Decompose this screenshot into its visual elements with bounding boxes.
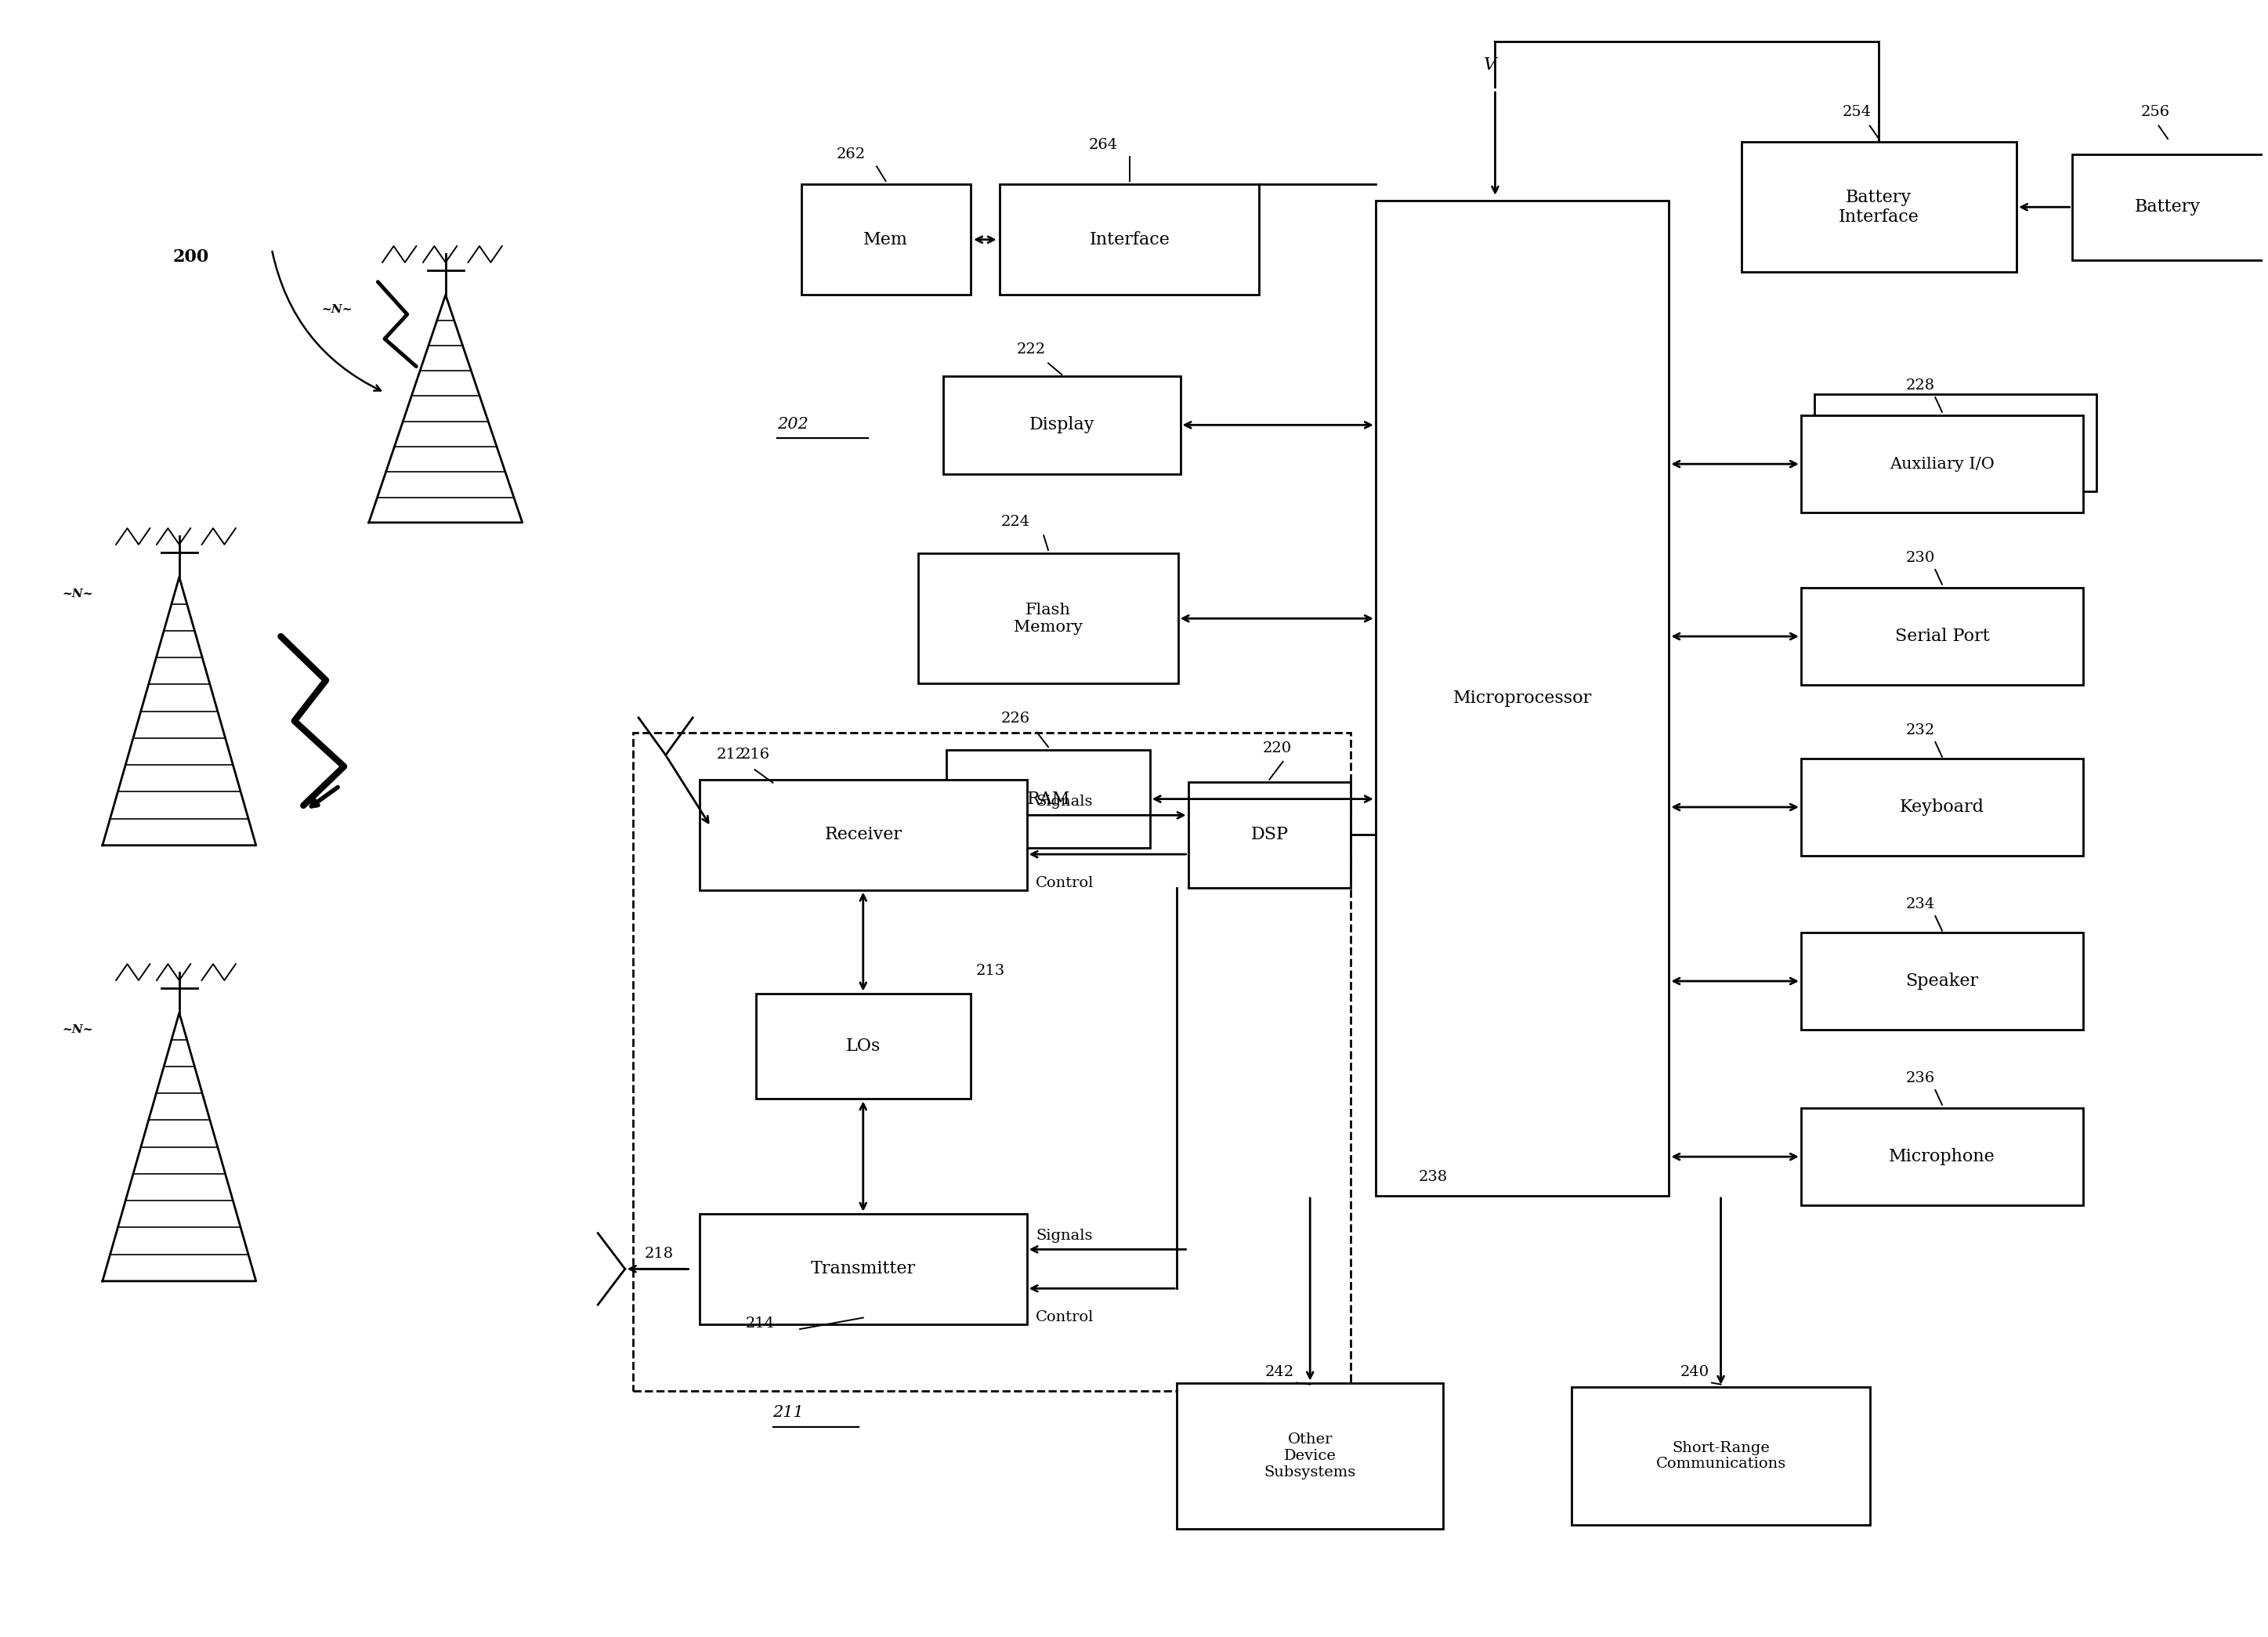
Bar	[1572, 1387, 1869, 1526]
Text: 254: 254	[1842, 105, 1871, 120]
Text: ~N~: ~N~	[61, 1025, 93, 1035]
Text: ~N~: ~N~	[322, 304, 354, 314]
Text: 214: 214	[746, 1316, 776, 1331]
Bar	[1177, 1383, 1442, 1529]
Text: Control: Control	[1036, 876, 1093, 891]
Bar	[699, 779, 1027, 891]
Text: 242: 242	[1266, 1365, 1295, 1380]
Text: 213: 213	[975, 964, 1005, 977]
Bar	[755, 994, 971, 1098]
Bar	[801, 185, 971, 295]
Text: Microprocessor: Microprocessor	[1454, 689, 1592, 707]
Bar	[1801, 416, 2082, 512]
Text: LOs: LOs	[846, 1038, 880, 1054]
Bar	[919, 553, 1177, 684]
Text: Auxiliary I/O: Auxiliary I/O	[1889, 457, 1994, 471]
Bar	[1801, 588, 2082, 686]
Text: Receiver: Receiver	[823, 827, 903, 843]
Bar	[1188, 782, 1352, 887]
Text: 228: 228	[1905, 378, 1935, 393]
Text: Battery
Interface: Battery Interface	[1839, 188, 1919, 226]
Bar	[1374, 201, 1669, 1195]
Text: 222: 222	[1016, 342, 1046, 357]
Text: 202: 202	[778, 416, 807, 432]
Text: 224: 224	[1000, 516, 1030, 529]
Text: Flash
Memory: Flash Memory	[1014, 602, 1082, 635]
Text: 226: 226	[1000, 712, 1030, 725]
Text: Speaker: Speaker	[1905, 972, 1978, 990]
Text: V: V	[1483, 57, 1497, 74]
Bar	[633, 732, 1352, 1391]
Text: 238: 238	[1418, 1170, 1447, 1185]
Text: RAM: RAM	[1027, 791, 1070, 807]
Text: 264: 264	[1089, 138, 1118, 152]
Bar	[946, 750, 1150, 848]
Bar	[1801, 1108, 2082, 1205]
Text: Control: Control	[1036, 1310, 1093, 1324]
Text: Transmitter: Transmitter	[810, 1260, 916, 1277]
Bar	[699, 1213, 1027, 1324]
Bar	[1814, 395, 2096, 491]
Text: 262: 262	[837, 147, 864, 162]
Bar	[943, 377, 1179, 473]
Text: Signals: Signals	[1036, 1229, 1093, 1242]
Text: Keyboard: Keyboard	[1901, 799, 1985, 815]
Text: 232: 232	[1905, 724, 1935, 737]
Text: Mem: Mem	[864, 231, 907, 249]
Text: 234: 234	[1905, 897, 1935, 912]
Text: DSP: DSP	[1250, 827, 1288, 843]
Text: ~N~: ~N~	[61, 589, 93, 599]
Bar	[1000, 185, 1259, 295]
Text: 211: 211	[773, 1405, 803, 1421]
Text: 216: 216	[742, 748, 771, 761]
Text: 236: 236	[1905, 1071, 1935, 1085]
Text: 218: 218	[644, 1247, 674, 1260]
Text: Microphone: Microphone	[1889, 1148, 1996, 1166]
Text: 200: 200	[172, 249, 209, 265]
Bar	[1801, 933, 2082, 1030]
Text: Signals: Signals	[1036, 794, 1093, 809]
Text: 256: 256	[2141, 105, 2170, 120]
Text: Other
Device
Subsystems: Other Device Subsystems	[1263, 1432, 1356, 1480]
Text: Short-Range
Communications: Short-Range Communications	[1656, 1441, 1785, 1472]
Text: 220: 220	[1263, 742, 1293, 755]
Text: Interface: Interface	[1089, 231, 1170, 249]
Text: Battery: Battery	[2134, 198, 2200, 216]
Text: Display: Display	[1030, 416, 1095, 434]
Text: 240: 240	[1681, 1365, 1710, 1380]
Text: Serial Port: Serial Port	[1894, 627, 1989, 645]
Bar	[1742, 142, 2016, 272]
Bar	[2073, 154, 2263, 260]
Text: 230: 230	[1905, 550, 1935, 565]
Text: 212: 212	[717, 748, 746, 761]
Bar	[1801, 758, 2082, 856]
